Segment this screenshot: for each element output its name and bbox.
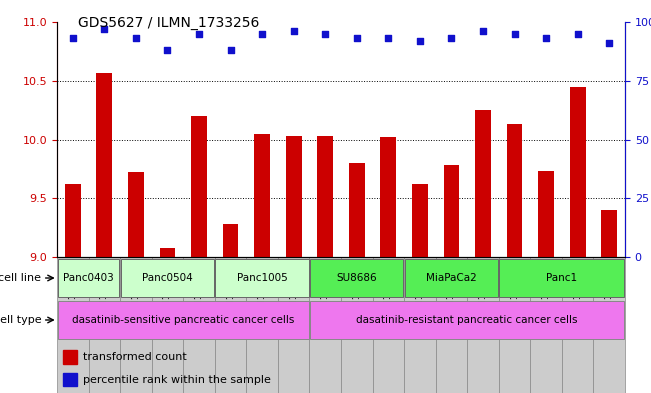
Text: percentile rank within the sample: percentile rank within the sample — [83, 375, 270, 385]
Bar — [602, 210, 617, 257]
Point — [320, 31, 331, 37]
Text: Panc1: Panc1 — [546, 273, 577, 283]
Bar — [349, 163, 365, 257]
Point — [131, 35, 141, 42]
Text: SU8686: SU8686 — [337, 273, 377, 283]
FancyBboxPatch shape — [562, 257, 594, 393]
Point — [415, 38, 425, 44]
Point — [99, 26, 109, 32]
FancyBboxPatch shape — [278, 257, 309, 393]
Point — [604, 40, 615, 46]
Bar — [159, 248, 175, 257]
FancyBboxPatch shape — [341, 257, 372, 393]
FancyBboxPatch shape — [183, 257, 215, 393]
FancyBboxPatch shape — [57, 257, 89, 393]
Bar — [128, 173, 144, 257]
Point — [383, 35, 394, 42]
FancyBboxPatch shape — [499, 257, 531, 393]
Text: Panc1005: Panc1005 — [237, 273, 288, 283]
Bar — [255, 134, 270, 257]
Text: transformed count: transformed count — [83, 352, 186, 362]
Text: dasatinib-sensitive pancreatic cancer cells: dasatinib-sensitive pancreatic cancer ce… — [72, 315, 294, 325]
FancyBboxPatch shape — [58, 301, 309, 339]
Point — [572, 31, 583, 37]
Text: Panc0403: Panc0403 — [63, 273, 114, 283]
Point — [509, 31, 519, 37]
Bar — [62, 373, 77, 386]
Text: cell line: cell line — [0, 273, 41, 283]
Text: Panc0504: Panc0504 — [142, 273, 193, 283]
FancyBboxPatch shape — [467, 257, 499, 393]
Bar — [96, 73, 112, 257]
Point — [257, 31, 268, 37]
FancyBboxPatch shape — [152, 257, 183, 393]
FancyBboxPatch shape — [58, 259, 120, 297]
Bar — [412, 184, 428, 257]
Bar — [538, 171, 554, 257]
FancyBboxPatch shape — [120, 259, 214, 297]
Point — [478, 28, 488, 35]
Bar — [62, 351, 77, 364]
FancyBboxPatch shape — [310, 301, 624, 339]
Point — [288, 28, 299, 35]
FancyBboxPatch shape — [372, 257, 404, 393]
Bar — [65, 184, 81, 257]
Text: MiaPaCa2: MiaPaCa2 — [426, 273, 477, 283]
Bar — [317, 136, 333, 257]
Bar — [570, 86, 585, 257]
FancyBboxPatch shape — [499, 259, 624, 297]
Point — [162, 47, 173, 53]
FancyBboxPatch shape — [310, 259, 404, 297]
FancyBboxPatch shape — [89, 257, 120, 393]
Point — [68, 35, 78, 42]
Text: GDS5627 / ILMN_1733256: GDS5627 / ILMN_1733256 — [78, 16, 260, 30]
FancyBboxPatch shape — [215, 259, 309, 297]
FancyBboxPatch shape — [215, 257, 246, 393]
FancyBboxPatch shape — [309, 257, 341, 393]
Point — [194, 31, 204, 37]
Bar — [443, 165, 460, 257]
FancyBboxPatch shape — [120, 257, 152, 393]
FancyBboxPatch shape — [531, 257, 562, 393]
Bar — [380, 137, 396, 257]
FancyBboxPatch shape — [405, 259, 498, 297]
Text: dasatinib-resistant pancreatic cancer cells: dasatinib-resistant pancreatic cancer ce… — [357, 315, 578, 325]
Point — [225, 47, 236, 53]
Point — [352, 35, 362, 42]
Bar — [223, 224, 238, 257]
FancyBboxPatch shape — [594, 257, 625, 393]
Bar — [475, 110, 491, 257]
Point — [446, 35, 456, 42]
FancyBboxPatch shape — [246, 257, 278, 393]
Bar — [506, 124, 523, 257]
Text: cell type: cell type — [0, 315, 41, 325]
Bar — [191, 116, 207, 257]
FancyBboxPatch shape — [404, 257, 436, 393]
FancyBboxPatch shape — [436, 257, 467, 393]
Bar — [286, 136, 301, 257]
Point — [541, 35, 551, 42]
